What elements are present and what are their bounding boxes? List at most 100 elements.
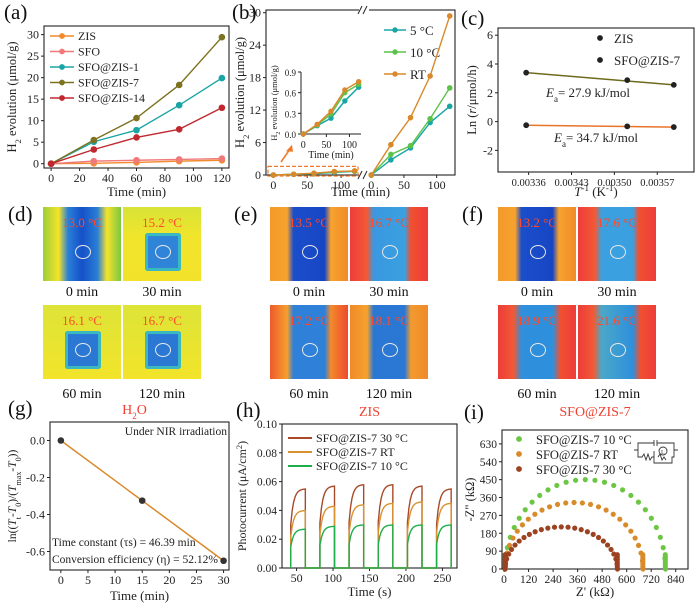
x-axis-label: Time (min) [110,588,169,603]
temperature-readout: 18.9 °C [517,313,557,328]
nyquist-point [582,477,588,483]
data-point [218,33,226,41]
data-point [218,74,226,82]
data-point [388,151,394,158]
x-tick-label: 5 [85,573,91,587]
data-point [446,103,453,110]
y-tick-label: 360 [480,493,498,505]
x-axis-label: Time (min) [107,184,166,199]
temperature-readout: 13.5 °C [289,215,329,230]
thermal-image-d-1: 15.2 °C [123,207,201,281]
legend-marker [597,57,603,63]
data-point [133,134,140,141]
x-tick-label: 20 [74,171,86,185]
axis-break-mark [357,5,363,15]
plot-frame [49,421,230,571]
data-point [311,170,317,177]
temperature-readout: 17.6 °C [597,215,637,230]
nyquist-point [508,546,515,553]
y-tick-label: 180 [480,528,498,540]
legend-label: RT [410,67,426,82]
y-tick-label: 540 [480,457,498,469]
y-axis-label: H2 evolution (μmol/g) [233,37,251,148]
time-caption: 60 min [517,387,557,402]
nyquist-point [571,499,577,506]
measurement-crosshair-icon [75,343,91,357]
inset-data-point [314,121,320,128]
thermal-image-f-0: 13.2 °C [498,207,576,281]
data-point [427,73,433,79]
inset-x-tick-label: 50 [321,140,331,151]
y-tick-label: 0.08 [257,448,277,460]
nyquist-point [522,507,528,513]
annotation-time-constant: Time constant (τs) = 46.39 min [52,537,196,549]
circuit-wire [653,440,658,446]
chart-a-h2-evolution: 0 20 40 60 80 100 120 0 5 10 15 20 25 30 Time (min) H2 … [5,25,231,199]
x-tick-label: 600 [618,574,636,586]
x-axis-label: Time (s) [348,584,392,599]
data-point [218,104,226,112]
nyquist-point [617,516,623,522]
nyquist-point [603,507,609,513]
nyquist-point [660,545,666,551]
time-caption: 30 min [142,285,182,300]
legend-label: SFO [78,45,100,59]
legend-marker [59,33,65,39]
x-tick-label: 25 [190,573,202,587]
axis-break-mark [357,170,363,180]
legend-label: 5 °C [410,23,434,38]
nyquist-point [554,482,560,489]
nyquist-point [642,507,648,513]
inset-x-axis-label: Time (min) [308,150,353,161]
nyquist-point [516,538,522,544]
nyquist-point [565,524,571,530]
nyquist-point [572,525,578,531]
legend-label: SFO@ZIS-7 10 °C [536,433,632,447]
nyquist-point [529,499,535,505]
y-tick-label: 0.0 [30,434,45,448]
data-point [138,497,146,504]
photocurrent-trace-1 [290,501,452,569]
data-point [90,146,98,153]
legend-marker [392,49,398,55]
equivalent-circuit-icon: L [634,440,678,464]
thermal-image-d-2: 16.1 °C [43,305,121,379]
data-point [175,101,183,109]
x-tick-label: 50 [301,178,313,192]
nyquist-point [532,529,538,535]
nyquist-point [587,501,594,508]
data-point [427,115,433,122]
chart-i-nyquist: SFO@ZIS-7 0 120 240 360 480 600 720 840 0 90 180 270… [463,405,689,599]
legend-marker [59,95,65,101]
data-point [523,122,530,129]
nyquist-point [537,492,543,499]
x-tick-label: 720 [643,574,661,586]
inset-x-tick-label: 100 [342,140,357,151]
circuit-wire [634,442,678,464]
temperature-readout: 13.2 °C [517,215,557,230]
x-tick-label: 200 [397,571,415,585]
measurement-crosshair-icon [302,245,318,259]
circuit-wire [657,452,667,462]
y-tick-label: 6 [487,28,493,42]
time-caption: 120 min [593,387,641,402]
x-tick-label: 480 [594,574,612,586]
y-tick-label: 10 [27,114,39,128]
y-tick-label: 18 [249,71,261,85]
x-tick-label: 30 [218,573,230,587]
panel-label-c: (c) [461,6,485,30]
thermal-image-e-1: 16.7 °C [350,207,428,281]
panel-label-f: (f) [462,202,483,226]
plot-frame [501,429,689,570]
nyquist-point [545,487,551,493]
nyquist-point [554,501,561,508]
nyquist-point [538,527,544,533]
inset-data-point [300,131,307,137]
legend-marker [392,71,398,77]
nyquist-point [592,477,598,483]
y-tick-label: -0.4 [26,508,45,522]
measurement-crosshair-icon [155,245,171,259]
thermal-image-e-0: 13.5 °C [270,207,348,281]
temperature-readout: 18.1 °C [369,313,409,328]
time-caption: 60 min [289,387,329,402]
